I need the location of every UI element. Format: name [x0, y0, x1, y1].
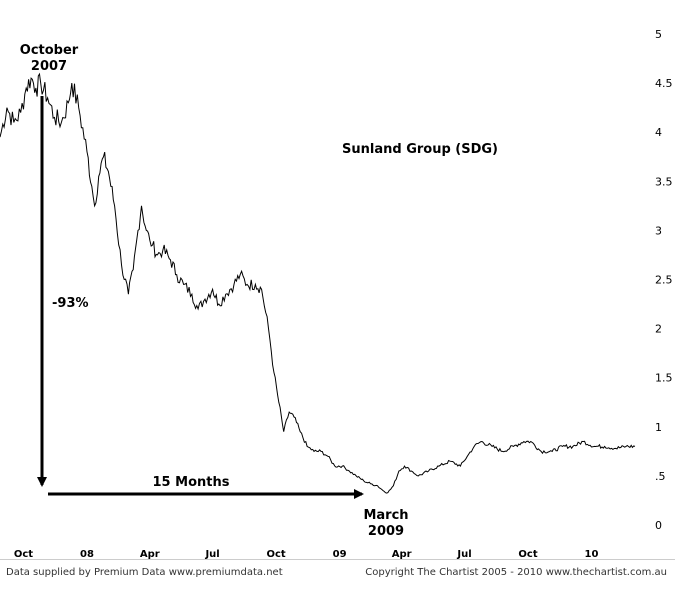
- x-tick-label: Oct: [518, 549, 537, 560]
- peak-year-label: 2007: [31, 59, 67, 74]
- chart: 0 .5 1 1.5 2 2.5 3 3.5 4 4.5 5 Oct 08 Apr Jul Oct 09 Apr…: [0, 28, 673, 560]
- x-tick-label: 10: [585, 549, 599, 560]
- drop-percent-label: -93%: [52, 296, 89, 311]
- duration-label: 15 Months: [153, 475, 230, 490]
- x-tick-label: Jul: [456, 549, 471, 560]
- x-axis-ticks: Oct 08 Apr Jul Oct 09 Apr Jul Oct 10: [14, 549, 599, 560]
- price-line: [0, 72, 636, 494]
- trough-year-label: 2009: [368, 524, 404, 539]
- y-axis-ticks: 0 .5 1 1.5 2 2.5 3 3.5 4 4.5 5: [655, 28, 673, 532]
- x-tick-label: Jul: [204, 549, 219, 560]
- y-tick-label: 3: [655, 224, 662, 237]
- x-tick-label: Apr: [140, 549, 160, 560]
- footer-copyright: Copyright The Chartist 2005 - 2010 www.t…: [365, 567, 667, 578]
- y-tick-label: 2.5: [655, 274, 673, 287]
- y-tick-label: 2: [655, 323, 662, 336]
- y-tick-label: 0: [655, 519, 662, 532]
- y-tick-label: 4.5: [655, 77, 673, 90]
- y-tick-label: 1: [655, 421, 662, 434]
- y-tick-label: .5: [655, 470, 666, 483]
- trough-month-label: March: [363, 508, 408, 523]
- peak-month-label: October: [20, 43, 79, 58]
- y-tick-label: 1.5: [655, 372, 673, 385]
- x-tick-label: 09: [333, 549, 347, 560]
- x-tick-label: Oct: [14, 549, 33, 560]
- y-tick-label: 4: [655, 126, 662, 139]
- chart-title: Sunland Group (SDG): [342, 142, 498, 157]
- y-tick-label: 5: [655, 28, 662, 41]
- footer-divider: [0, 559, 675, 560]
- footer-data-credit: Data supplied by Premium Data www.premiu…: [6, 567, 283, 578]
- x-tick-label: 08: [80, 549, 94, 560]
- y-tick-label: 3.5: [655, 175, 673, 188]
- x-tick-label: Apr: [392, 549, 412, 560]
- x-tick-label: Oct: [266, 549, 285, 560]
